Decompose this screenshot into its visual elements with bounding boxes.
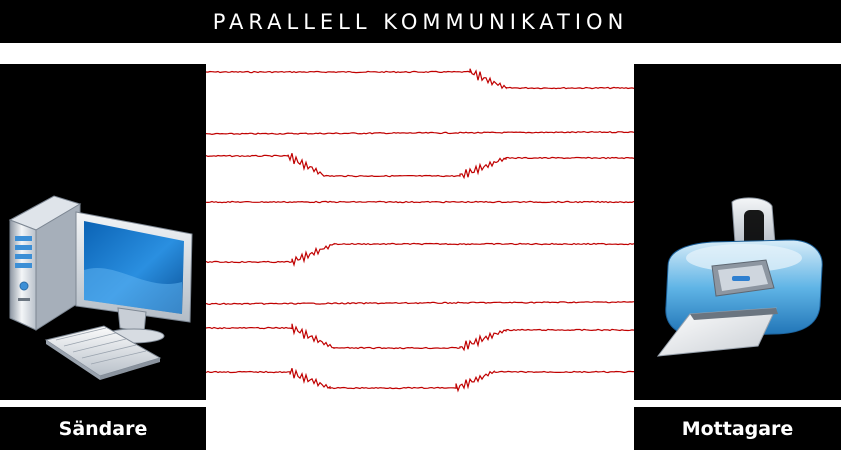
signal-line-5 (206, 242, 634, 267)
signal-line-1 (206, 68, 634, 90)
signal-line-3 (206, 153, 634, 180)
signal-line-8 (206, 368, 634, 393)
receiver-label: Mottagare (634, 407, 841, 450)
signal-line-6 (206, 300, 634, 306)
sender-panel (0, 64, 206, 400)
signal-line-4 (206, 200, 634, 204)
signal-line-7 (206, 323, 634, 352)
printer-icon (656, 197, 823, 357)
receiver-panel (634, 64, 841, 400)
sender-label: Sändare (0, 407, 206, 450)
signal-lines (206, 68, 634, 393)
desktop-computer-icon (8, 195, 193, 380)
signal-line-2 (206, 130, 634, 136)
diagram-title: PARALLELL KOMMUNIKATION (0, 0, 841, 43)
